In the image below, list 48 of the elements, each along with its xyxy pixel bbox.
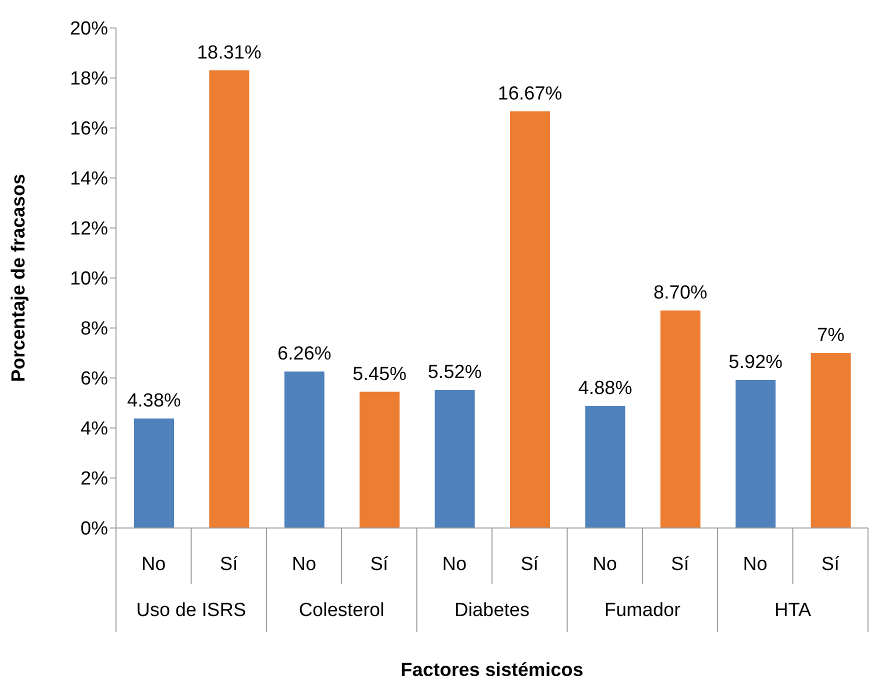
bar (736, 380, 776, 528)
x-tick-label: No (592, 554, 617, 575)
data-label: 4.38% (127, 390, 182, 412)
bar (810, 353, 851, 528)
y-axis-title: Porcentaje de fracasos (8, 174, 30, 382)
bar (284, 372, 324, 528)
data-label: 5.92% (728, 352, 783, 373)
data-label: 8.70% (653, 282, 708, 304)
bar (434, 390, 475, 528)
y-tick-label: 14% (70, 168, 108, 190)
y-tick-label: 6% (80, 368, 108, 390)
text: Colesterol (298, 600, 384, 621)
data-label: 5.45% (352, 364, 407, 385)
x-tick-label: Sí (821, 554, 840, 575)
text: Uso de ISRS (136, 600, 246, 621)
y-tick-label: 0% (80, 518, 108, 540)
y-tick-label: 8% (80, 318, 108, 340)
y-tick-label: 10% (70, 268, 108, 290)
data-label: 4.88% (578, 378, 632, 399)
data-label: 16.67% (498, 83, 562, 104)
y-tick-label: 20% (70, 18, 108, 40)
bar (660, 310, 700, 528)
y-tick-label: 2% (80, 468, 108, 490)
y-tick-label: 4% (80, 418, 108, 440)
data-label: 5.52% (428, 362, 482, 383)
y-tick-label: 18% (70, 68, 108, 90)
bar (360, 392, 400, 528)
bar (134, 418, 174, 528)
x-tick-label: No (141, 554, 166, 575)
data-label: 6.26% (277, 344, 332, 364)
x-tick-label: Sí (520, 554, 540, 575)
text: Diabetes (454, 600, 530, 621)
data-label: 7% (817, 325, 845, 346)
x-tick-label: Sí (220, 554, 238, 575)
x-tick-label: Sí (671, 554, 690, 575)
y-tick-label: 16% (70, 118, 108, 140)
text: Fumador (604, 600, 682, 621)
text: HTA (774, 600, 812, 621)
bar (585, 406, 626, 528)
bar (510, 111, 550, 528)
y-tick-label: 12% (70, 218, 108, 240)
x-axis-title: Factores sistémicos (400, 660, 584, 676)
data-label: 18.31% (196, 42, 262, 64)
x-tick-label: No (743, 554, 768, 575)
x-tick-label: No (442, 554, 467, 575)
x-tick-label: Sí (370, 554, 389, 575)
x-tick-label: No (292, 554, 316, 575)
bar (209, 70, 250, 528)
